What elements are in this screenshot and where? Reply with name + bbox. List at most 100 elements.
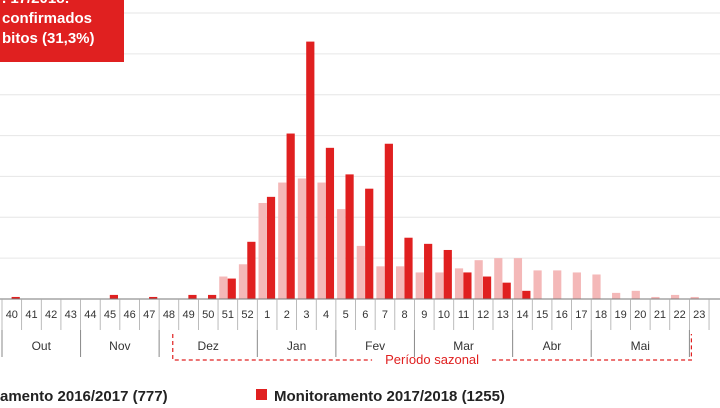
bar-series2-50 bbox=[208, 294, 217, 299]
legend-label-series1: amento 2016/2017 (777) bbox=[0, 388, 168, 405]
x-tick-label: 11 bbox=[458, 309, 469, 321]
month-label: Mar bbox=[453, 339, 474, 353]
month-label: Nov bbox=[109, 339, 130, 353]
x-tick-label: 52 bbox=[241, 309, 253, 321]
bar-series2-2 bbox=[286, 133, 295, 299]
bar-series2-51 bbox=[227, 278, 236, 299]
bar-series1-10 bbox=[435, 272, 444, 299]
bar-series2-11 bbox=[463, 272, 472, 299]
season-bracket-left bbox=[172, 334, 373, 361]
x-tick-label: 23 bbox=[693, 309, 705, 321]
month-label: Abr bbox=[543, 339, 562, 353]
bar-series2-45 bbox=[109, 294, 118, 299]
bar-series1-17 bbox=[572, 272, 581, 299]
x-tick-label: 49 bbox=[182, 309, 194, 321]
x-tick-label: 41 bbox=[25, 309, 37, 321]
x-tick-label: 16 bbox=[556, 309, 568, 321]
x-tick-label: 8 bbox=[402, 309, 408, 321]
x-tick-label: 17 bbox=[575, 309, 587, 321]
legend-swatch-series2 bbox=[256, 389, 267, 400]
x-tick-label: 18 bbox=[595, 309, 607, 321]
bar-series1-14 bbox=[513, 258, 523, 299]
x-tick-label: 20 bbox=[634, 309, 646, 321]
bar-series1-19 bbox=[612, 292, 621, 299]
x-tick-label: 46 bbox=[124, 309, 136, 321]
bar-series2-4 bbox=[325, 147, 335, 299]
x-axis: 40 41 42 43 44 45 46 47 48 49 50 51 52 1 2 3 4 5 6 7 8 9 10 11 1… bbox=[0, 298, 720, 367]
bar-series2-10 bbox=[443, 249, 452, 299]
bar-series1-12 bbox=[474, 260, 483, 299]
bar-series1-52 bbox=[238, 264, 248, 299]
x-tick-label: 6 bbox=[362, 309, 368, 321]
bar-series2-52 bbox=[247, 241, 256, 299]
legend: amento 2016/2017 (777) Monitoramento 2017… bbox=[0, 388, 505, 405]
bar-series1-4 bbox=[317, 182, 326, 299]
bar-series1-5 bbox=[337, 209, 346, 299]
bar-series1-22 bbox=[670, 294, 680, 299]
bar-series1-9 bbox=[415, 272, 424, 299]
x-tick-label: 40 bbox=[6, 309, 18, 321]
bar-series1-18 bbox=[592, 274, 601, 299]
bar-series2-9 bbox=[424, 243, 433, 299]
x-tick-label: 13 bbox=[497, 309, 509, 321]
month-label: Fev bbox=[365, 339, 385, 353]
x-tick-label: 42 bbox=[45, 309, 57, 321]
legend-label-series2: Monitoramento 2017/2018 (1255) bbox=[274, 388, 505, 405]
bar-series1-15 bbox=[533, 270, 542, 299]
bars bbox=[11, 41, 699, 299]
bar-series2-40 bbox=[11, 296, 20, 299]
bar-series2-13 bbox=[502, 282, 511, 299]
bar-series1-11 bbox=[454, 268, 464, 299]
callout-box: . 17/2018: confirmados bitos (31,3%) bbox=[0, 0, 124, 62]
x-tick-label: 4 bbox=[323, 309, 329, 321]
x-tick-label: 10 bbox=[438, 309, 450, 321]
bar-series2-7 bbox=[384, 143, 393, 299]
x-tick-label: 7 bbox=[382, 309, 388, 321]
bar-series2-6 bbox=[365, 188, 374, 299]
bar-series1-2 bbox=[278, 182, 287, 299]
bar-series1-23 bbox=[690, 296, 699, 299]
bar-series1-16 bbox=[553, 270, 562, 299]
bar-series1-1 bbox=[258, 202, 267, 299]
x-tick-label: 50 bbox=[202, 309, 214, 321]
x-tick-label: 45 bbox=[104, 309, 116, 321]
x-tick-label: 47 bbox=[143, 309, 155, 321]
x-tick-label: 44 bbox=[84, 309, 96, 321]
bar-series2-8 bbox=[404, 237, 413, 299]
callout-line-2: confirmados bbox=[2, 10, 93, 27]
bar-series1-6 bbox=[356, 245, 365, 299]
x-tick-label: 12 bbox=[477, 309, 489, 321]
bar-series2-5 bbox=[345, 174, 354, 299]
x-tick-label: 15 bbox=[536, 309, 548, 321]
bar-series1-8 bbox=[396, 266, 405, 299]
bar-series2-14 bbox=[522, 290, 531, 299]
x-tick-label: 9 bbox=[421, 309, 427, 321]
bar-series1-13 bbox=[494, 258, 503, 299]
month-label: Out bbox=[32, 339, 52, 353]
bar-series2-1 bbox=[266, 196, 276, 299]
bar-series1-21 bbox=[651, 296, 660, 299]
bar-series1-20 bbox=[631, 290, 640, 299]
season-label: Período sazonal bbox=[385, 352, 479, 367]
month-label: Dez bbox=[198, 339, 219, 353]
month-label: Mai bbox=[631, 339, 650, 353]
bar-series1-7 bbox=[376, 266, 385, 299]
bar-series2-12 bbox=[482, 276, 492, 299]
x-tick-label: 48 bbox=[163, 309, 175, 321]
month-label: Jan bbox=[287, 339, 306, 353]
bar-series1-51 bbox=[219, 276, 228, 299]
season-bracket-right bbox=[492, 334, 692, 361]
callout-line-3: bitos (31,3%) bbox=[2, 30, 95, 47]
x-tick-label: 43 bbox=[65, 309, 77, 321]
x-tick-label: 19 bbox=[615, 309, 627, 321]
x-tick-label: 22 bbox=[673, 309, 685, 321]
x-tick-label: 5 bbox=[343, 309, 349, 321]
callout-line-1: . 17/2018: bbox=[2, 0, 124, 9]
x-tick-label: 1 bbox=[264, 309, 270, 321]
bar-series1-3 bbox=[297, 178, 306, 299]
x-tick-label: 14 bbox=[516, 309, 528, 321]
x-tick-label: 21 bbox=[654, 309, 666, 321]
x-tick-label: 51 bbox=[222, 309, 234, 321]
x-tick-label: 3 bbox=[303, 309, 309, 321]
